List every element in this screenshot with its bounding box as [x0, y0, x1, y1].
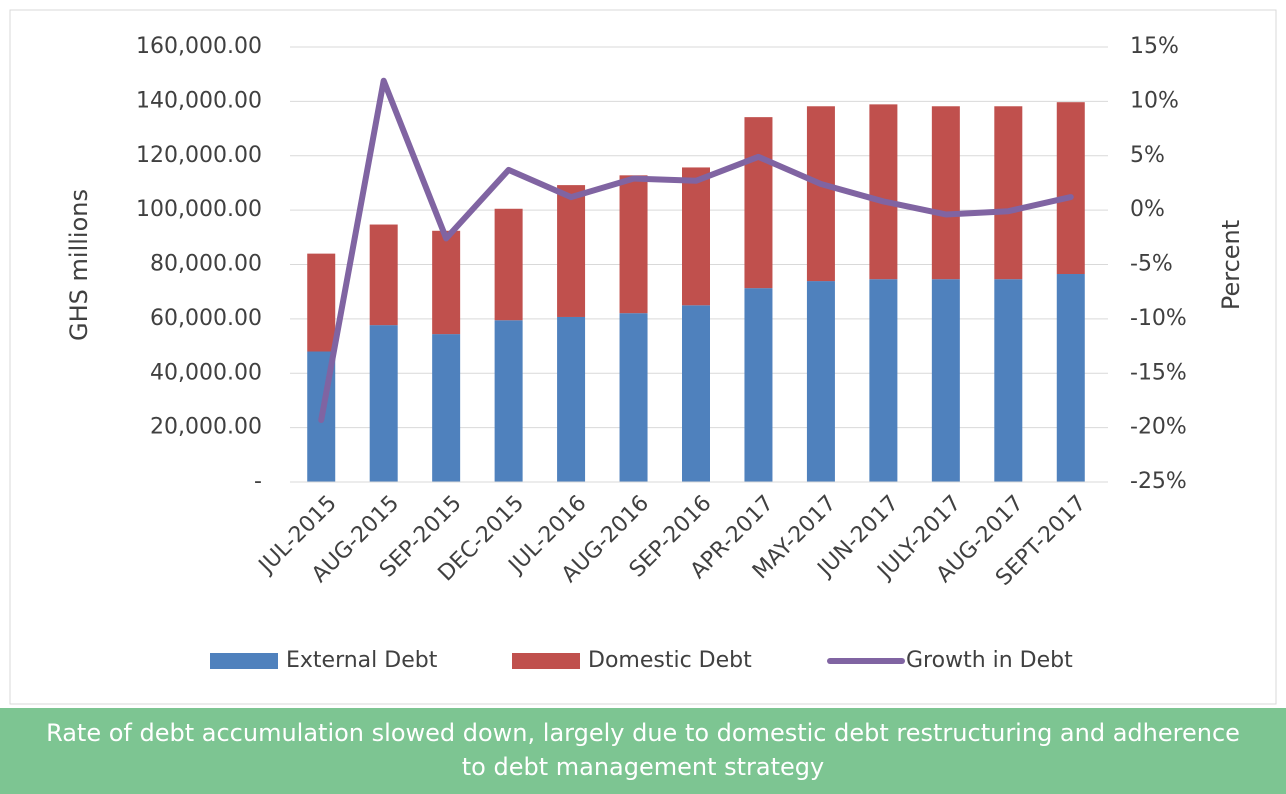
bar: [557, 185, 586, 317]
chart: GHS millions Percent - 20,000.00 40,000.00…: [9, 9, 1277, 705]
caption: Rate of debt accumulation slowed down, l…: [0, 708, 1286, 794]
bar: [744, 117, 773, 289]
y-tick-label: 20,000.00: [150, 415, 262, 440]
y-tick-label: 80,000.00: [150, 252, 262, 277]
bar: [994, 279, 1023, 482]
bar: [1056, 274, 1085, 482]
y-axis-title: GHS millions: [65, 189, 93, 341]
y2-tick-label: -10%: [1130, 306, 1187, 331]
bar: [869, 104, 898, 280]
bar: [744, 288, 773, 482]
bar: [369, 325, 398, 482]
bar: [994, 106, 1023, 280]
bar: [557, 316, 586, 482]
y-tick-label: 100,000.00: [136, 197, 262, 222]
y2-tick-label: 0%: [1130, 197, 1165, 222]
chart-border: [9, 9, 1277, 705]
y2-tick-label: -20%: [1130, 415, 1187, 440]
y2-axis-title: Percent: [1217, 220, 1245, 310]
bar: [432, 230, 461, 335]
legend-label: External Debt: [286, 648, 438, 673]
bar: [619, 313, 648, 482]
bar: [806, 281, 835, 482]
bar: [619, 175, 648, 314]
y2-tick-label: 15%: [1130, 34, 1179, 59]
bar: [806, 106, 835, 282]
bar: [682, 305, 710, 482]
bar: [369, 224, 398, 326]
y2-tick-label: -15%: [1130, 360, 1187, 385]
legend-label: Domestic Debt: [588, 648, 752, 673]
y-tick-label: 60,000.00: [150, 306, 262, 331]
y-tick-label: 160,000.00: [136, 34, 262, 59]
y2-tick-label: -25%: [1130, 469, 1187, 494]
bar: [869, 279, 898, 482]
bar: [494, 208, 523, 321]
bar: [307, 253, 336, 352]
y-tick-label: 140,000.00: [136, 88, 262, 113]
bar: [494, 320, 523, 482]
y2-tick-label: 5%: [1130, 143, 1165, 168]
y-tick-label: 40,000.00: [150, 360, 262, 385]
legend-swatch: [512, 653, 580, 669]
line: [318, 77, 1074, 424]
bar: [432, 334, 461, 482]
bar: [682, 167, 710, 306]
bar: [931, 279, 960, 482]
y-tick-label: -: [254, 469, 262, 494]
bar: [1056, 102, 1085, 275]
legend-swatch: [210, 653, 278, 669]
legend-label: Growth in Debt: [906, 648, 1073, 673]
y2-tick-label: -5%: [1130, 252, 1173, 277]
bar: [931, 106, 960, 280]
y2-tick-label: 10%: [1130, 88, 1179, 113]
y-tick-label: 120,000.00: [136, 143, 262, 168]
